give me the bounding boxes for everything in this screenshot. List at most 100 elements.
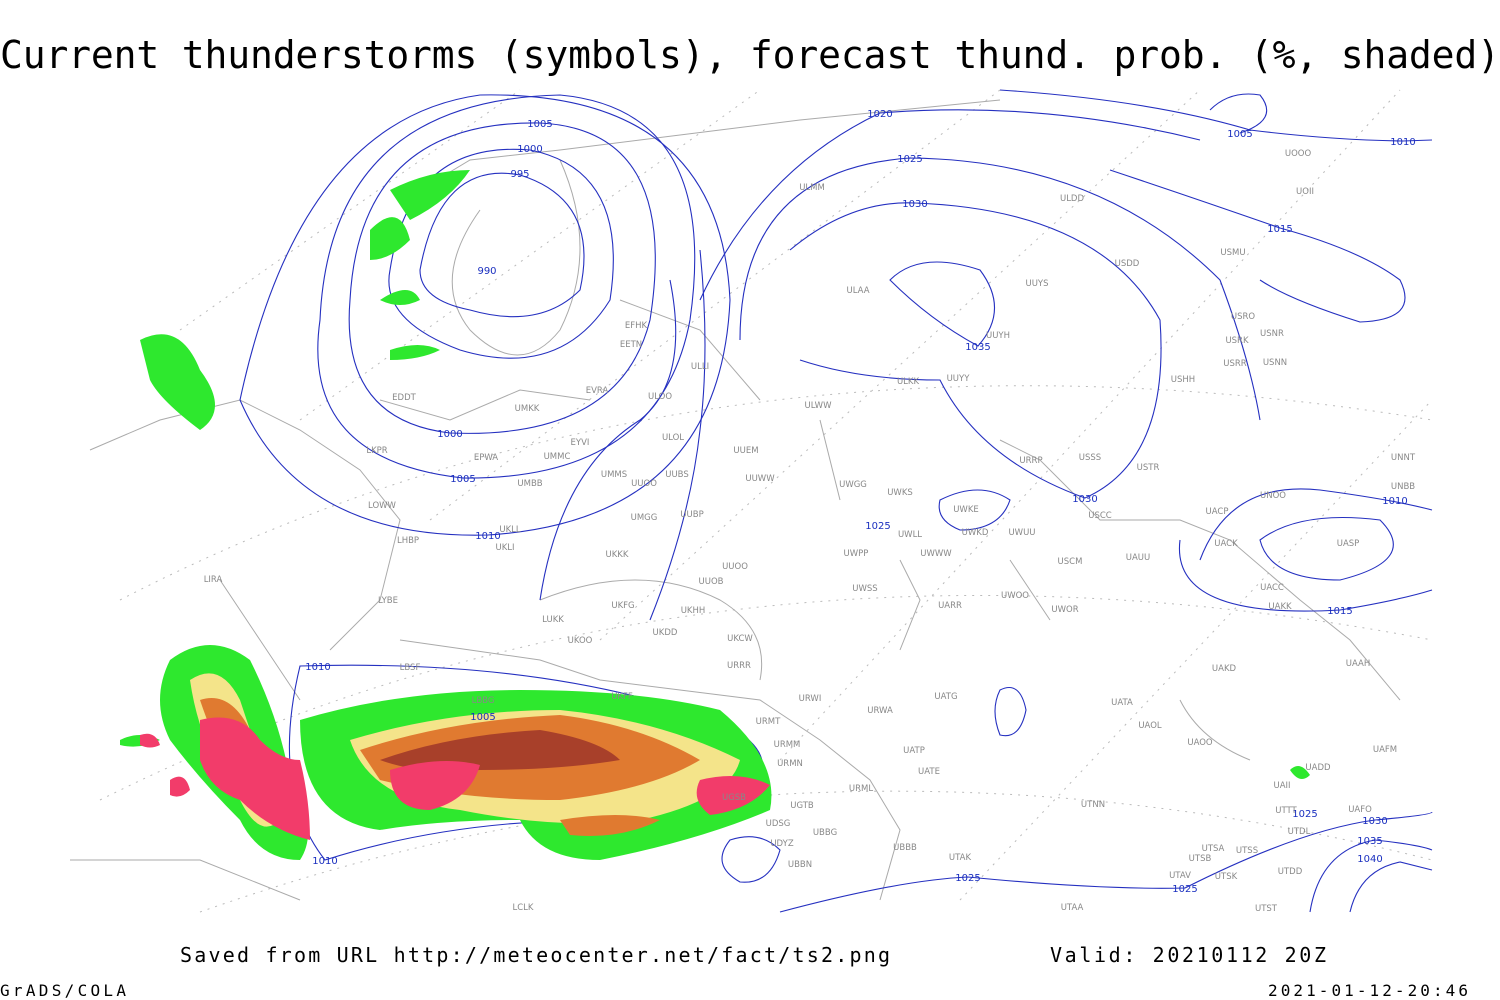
station-code: LBBG [472, 696, 495, 706]
station-code: UNNT [1391, 453, 1416, 463]
station-code: UNOO [1260, 491, 1286, 501]
isobar-label: 1000 [517, 144, 542, 155]
station-code: UAKK [1268, 602, 1292, 612]
station-code: UAOO [1187, 738, 1213, 748]
isobar-label: 1015 [1267, 224, 1292, 235]
station-code: UAII [1273, 781, 1290, 791]
station-code: LOWW [368, 501, 397, 511]
station-code: UKFG [611, 601, 634, 611]
isobar-label: 1030 [1072, 494, 1097, 505]
station-code: ULAA [846, 286, 869, 296]
station-code: UACK [1214, 539, 1238, 549]
station-code: UKCW [727, 634, 753, 644]
station-code: LUKK [542, 615, 564, 625]
software: GrADS/COLA [0, 981, 126, 1000]
graticule [99, 89, 1433, 913]
station-code: UATE [918, 767, 940, 777]
station-code: UKLI [495, 543, 514, 553]
station-code: UWPP [844, 549, 869, 559]
station-code: UWSS [852, 584, 877, 594]
isobar-label: 1010 [1390, 137, 1415, 148]
station-code: UTDL [1288, 827, 1311, 837]
station-code: UDSG [766, 819, 791, 829]
station-code: USNN [1263, 358, 1287, 368]
station-code: EDDT [392, 393, 416, 403]
isobar-label: 1035 [965, 342, 990, 353]
source-url: Saved from URL http://meteocenter.net/fa… [180, 943, 890, 967]
isobar-label: 1010 [305, 662, 330, 673]
station-code: UAUU [1126, 553, 1150, 563]
station-code: LHBP [397, 536, 419, 546]
station-code: UASP [1337, 539, 1360, 549]
station-code: UTSS [1236, 846, 1258, 856]
station-code: UUBP [680, 510, 703, 520]
isobar-label: 1010 [1382, 496, 1407, 507]
station-code: UATG [934, 692, 957, 702]
station-code: UWKS [887, 488, 913, 498]
timestamp: 2021-01-12-20:46 [1268, 981, 1468, 1000]
station-code: USDD [1115, 259, 1140, 269]
station-code: UWOR [1051, 605, 1078, 615]
station-code: UKFF [611, 692, 633, 702]
isobar-label: 1025 [1292, 809, 1317, 820]
isobar-label: 1020 [867, 109, 892, 120]
station-code: UMBB [517, 479, 542, 489]
station-code: URML [849, 784, 873, 794]
station-code: USSS [1079, 453, 1101, 463]
station-code: USRO [1231, 312, 1256, 322]
station-code: UAFM [1373, 745, 1397, 755]
station-code: UWKE [953, 505, 979, 515]
station-code: LIRA [204, 575, 223, 585]
isobar-label: 1005 [450, 474, 475, 485]
station-code: UATA [1111, 698, 1133, 708]
station-code: UWOO [1001, 591, 1029, 601]
isobar-label: 1025 [897, 154, 922, 165]
station-code: UWWW [920, 549, 952, 559]
isobar-label: 1005 [470, 712, 495, 723]
station-code: UGSB [722, 793, 746, 803]
isobar-label: 995 [510, 169, 529, 180]
station-code: UDYZ [770, 839, 793, 849]
station-code: UAFO [1348, 805, 1372, 815]
map [68, 88, 1433, 913]
station-code: UMGG [631, 513, 658, 523]
station-code: URMN [777, 759, 803, 769]
station-code: UTST [1255, 904, 1278, 914]
isobar-label: 1025 [1172, 884, 1197, 895]
station-code: USHH [1171, 375, 1195, 385]
station-code: UTSA [1202, 844, 1225, 854]
station-code: UUWW [745, 474, 775, 484]
station-code: USTR [1137, 463, 1160, 473]
station-code: URMT [756, 717, 781, 727]
station-code: UMMC [544, 452, 571, 462]
station-code: UKKK [606, 550, 629, 560]
station-code: ULDD [1060, 194, 1085, 204]
station-code: URWA [867, 706, 893, 716]
station-code: UTDD [1278, 867, 1303, 877]
station-code: EFHK [625, 321, 648, 331]
isobar-label: 1005 [527, 119, 552, 130]
station-code: LBSF [400, 663, 421, 673]
station-code: USNR [1260, 329, 1284, 339]
station-code: USCM [1058, 557, 1083, 567]
station-code: UTTT [1275, 806, 1297, 816]
station-code: UTAK [949, 853, 972, 863]
station-code: UNBB [1391, 482, 1415, 492]
station-code: URMM [774, 740, 801, 750]
station-code: ULWW [805, 401, 833, 411]
station-code: UTSK [1215, 872, 1238, 882]
station-code: USCC [1088, 511, 1112, 521]
station-code: UTSB [1189, 854, 1212, 864]
title: Current thunderstorms (symbols), forecas… [0, 33, 1500, 77]
station-code: LCLK [513, 903, 534, 913]
isobar-label: 1035 [1357, 836, 1382, 847]
station-code: LKPR [366, 446, 387, 456]
station-code: UBBG [813, 828, 837, 838]
station-code: LYBE [378, 596, 398, 606]
station-code: UAAH [1346, 659, 1370, 669]
thunderstorm-shading [120, 170, 1310, 860]
station-code: ULLI [691, 362, 709, 372]
station-code: ULOO [648, 392, 672, 402]
station-code: USRR [1223, 359, 1247, 369]
